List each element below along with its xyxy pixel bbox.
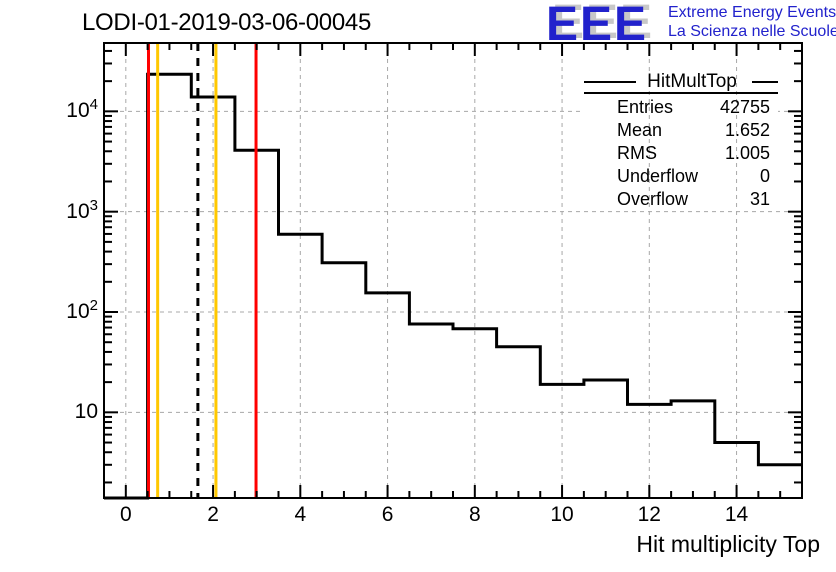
stats-value: 1.652 (724, 120, 770, 140)
stats-row-mean: Mean 1.652 (584, 119, 778, 142)
stats-label: Underflow (617, 166, 699, 186)
stats-value: 31 (749, 189, 770, 209)
stats-box-top-border-left (584, 81, 636, 83)
stats-row-underflow: Underflow 0 (584, 165, 778, 188)
stats-row-entries: Entries 42755 (584, 96, 778, 119)
stats-box-title: HitMultTop (647, 71, 737, 92)
stats-box: HitMultTop Entries 42755 Mean 1.652 RMS … (584, 71, 778, 209)
stats-box-separator (584, 92, 778, 94)
stats-value: 42755 (719, 97, 770, 117)
stats-value: 0 (759, 166, 770, 186)
stats-label: RMS (617, 143, 657, 163)
stats-label: Mean (617, 120, 663, 140)
stats-label: Overflow (617, 189, 689, 209)
stats-box-rows: Entries 42755 Mean 1.652 RMS 1.005 Under… (584, 96, 778, 211)
stats-label: Entries (617, 97, 674, 117)
histogram-line (104, 72, 802, 500)
stats-row-rms: RMS 1.005 (584, 142, 778, 165)
stats-box-background (584, 72, 778, 209)
stats-value: 1.005 (724, 143, 770, 163)
stats-box-top-border-right (752, 81, 778, 83)
plot-title: LODI-01-2019-03-06-00045 (82, 9, 371, 36)
stats-row-overflow: Overflow 31 (584, 188, 778, 211)
x-axis-title: Hit multiplicity Top (636, 531, 820, 557)
plot-frame (103, 42, 803, 499)
